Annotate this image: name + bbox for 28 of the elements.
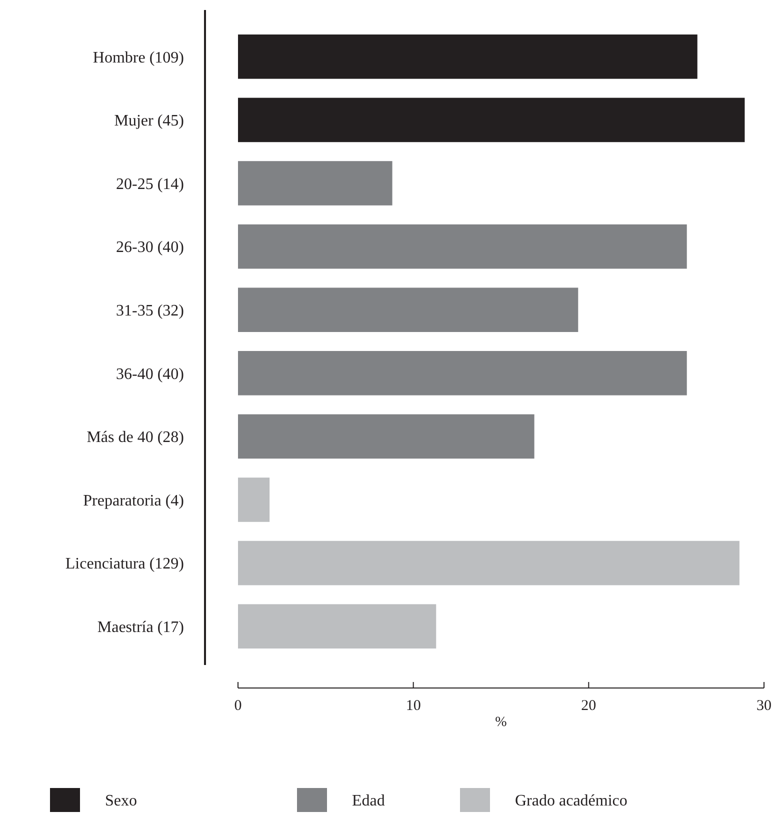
y-tick-label: 26-30 (40) (116, 239, 184, 256)
x-tick-label: 30 (756, 698, 772, 714)
bar (238, 161, 392, 206)
y-tick-label: 36-40 (40) (116, 366, 184, 383)
bar (238, 540, 740, 586)
y-tick-label: 20-25 (14) (116, 176, 184, 193)
y-tick-label: 31-35 (32) (116, 302, 184, 320)
legend-label: Sexo (105, 792, 137, 810)
x-tick-label: 10 (406, 698, 421, 714)
bar (238, 98, 745, 142)
y-tick-label: Licenciatura (129) (65, 556, 184, 573)
y-tick-label: Preparatoria (4) (83, 492, 184, 510)
bar (238, 604, 436, 649)
legend-label: Edad (352, 792, 385, 810)
y-tick-label: Maestría (17) (97, 618, 184, 636)
legend-label: Grado académico (515, 792, 628, 810)
x-tick-label: 20 (581, 698, 596, 714)
bar (238, 414, 534, 459)
bar (238, 224, 687, 269)
bar (238, 350, 687, 396)
y-tick-label: Más de 40 (28) (86, 429, 184, 446)
y-tick-label: Hombre (109) (92, 49, 184, 66)
y-tick-label: Mujer (45) (114, 112, 184, 130)
bar (238, 288, 578, 332)
x-axis-title: % (495, 715, 508, 730)
bar (238, 478, 270, 522)
bar (238, 34, 698, 79)
x-tick-label: 0 (234, 698, 242, 714)
